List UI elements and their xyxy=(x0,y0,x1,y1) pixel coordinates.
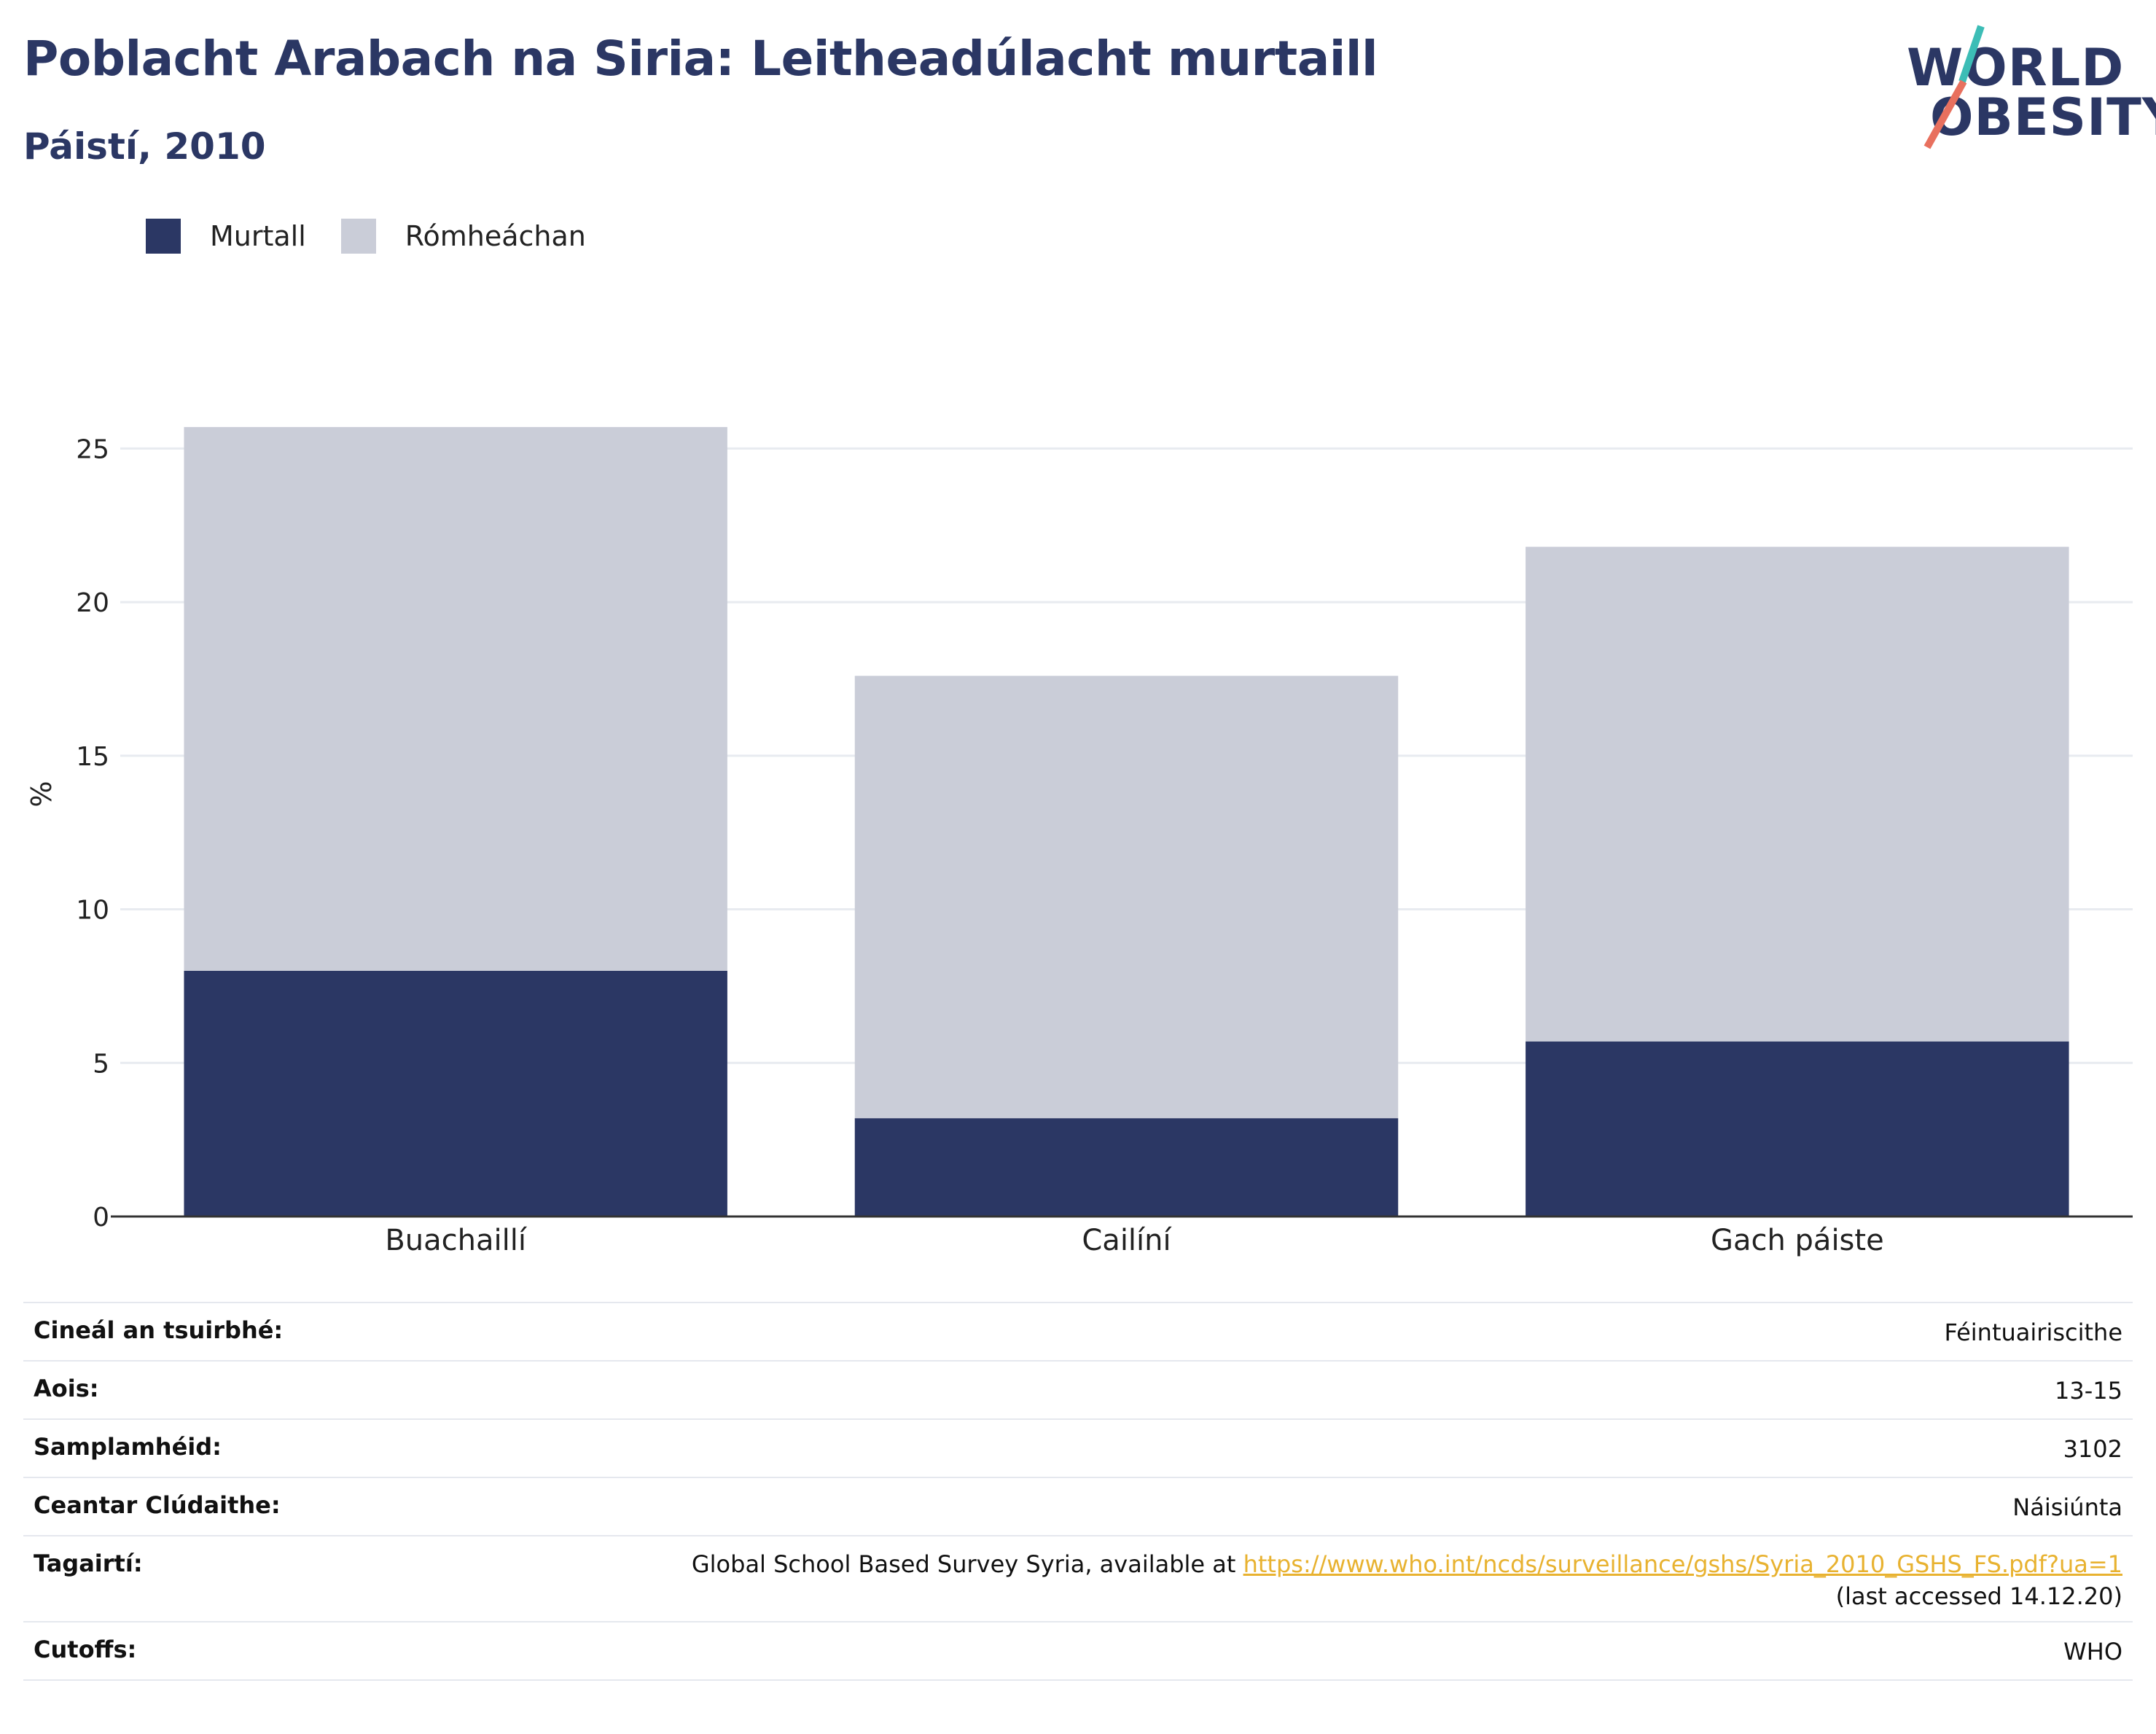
bar-overweight-0 xyxy=(184,426,727,971)
info-row-value: Féintuairiscithe xyxy=(1944,1319,2122,1346)
info-row: Cineál an tsuirbhé: Féintuairiscithe xyxy=(23,1303,2133,1362)
info-row-value: 13-15 xyxy=(2055,1377,2122,1405)
info-row-value: WHO xyxy=(2063,1638,2122,1665)
legend-swatch-obese xyxy=(146,219,181,254)
info-row-label: Cineál an tsuirbhé: xyxy=(34,1316,284,1344)
reference-link[interactable]: https://www.who.int/ncds/surveillance/gs… xyxy=(1243,1550,2122,1578)
y-tick-label: 25 xyxy=(76,434,109,464)
survey-info-table: Cineál an tsuirbhé: Féintuairiscithe Aois:… xyxy=(23,1302,2133,1681)
info-row-value: Náisiúnta xyxy=(2012,1493,2122,1521)
logo-slash-icon xyxy=(1923,25,1985,149)
info-row: Cutoffs: WHO xyxy=(23,1622,2133,1681)
y-tick-label: 0 xyxy=(93,1203,109,1233)
info-row-label: Tagairtí: xyxy=(34,1550,143,1577)
legend-item-obese[interactable]: Murtall xyxy=(146,219,306,254)
bar-overweight-1 xyxy=(854,676,1399,1119)
info-row: Aois: 13-15 xyxy=(23,1362,2133,1420)
y-axis-label: % xyxy=(26,781,58,807)
info-row: Samplamhéid: 3102 xyxy=(23,1420,2133,1478)
info-row-label: Cutoffs: xyxy=(34,1636,137,1663)
world-obesity-logo: WORLD OBESITY xyxy=(1895,20,2156,152)
bar-obese-0 xyxy=(184,970,727,1216)
x-tick-label: Buachaillí xyxy=(385,1224,528,1257)
chart-title: Poblacht Arabach na Siria: Leitheadúlach… xyxy=(23,31,1378,87)
logo-line-2: OBESITY xyxy=(1930,87,2156,147)
x-tick-label: Gach páiste xyxy=(1711,1224,1884,1257)
y-tick-label: 5 xyxy=(93,1049,109,1079)
info-row-value: Global School Based Survey Syria, availa… xyxy=(636,1548,2122,1612)
info-row-label: Ceantar Clúdaithe: xyxy=(34,1491,281,1519)
stacked-bar-chart: 0 5 10 15 20 25% Buachaillí Cailíní Gach páiste xyxy=(26,426,2133,1257)
info-row-label: Aois: xyxy=(34,1375,99,1402)
legend-item-overweight[interactable]: Rómheáchan xyxy=(340,219,586,254)
info-row: Tagairtí: Global School Based Survey Syri… xyxy=(23,1536,2133,1622)
reference-prefix: Global School Based Survey Syria, availa… xyxy=(691,1550,1243,1578)
y-tick-label: 15 xyxy=(76,742,109,772)
bar-overweight-2 xyxy=(1526,547,2069,1042)
y-tick-label: 20 xyxy=(76,588,109,618)
reference-suffix: (last accessed 14.12.20) xyxy=(1835,1582,2122,1610)
logo-line-1: WORLD xyxy=(1907,38,2125,98)
y-tick-label: 10 xyxy=(76,896,109,926)
bar-obese-1 xyxy=(854,1118,1399,1216)
info-row-value: 3102 xyxy=(2063,1435,2122,1463)
info-row-label: Samplamhéid: xyxy=(34,1433,222,1461)
chart-legend: Murtall Rómheáchan xyxy=(146,217,621,255)
chart-subtitle: Páistí, 2010 xyxy=(23,125,266,168)
x-tick-label: Cailíní xyxy=(1082,1224,1172,1257)
legend-swatch-overweight xyxy=(340,219,376,254)
info-row: Ceantar Clúdaithe: Náisiúnta xyxy=(23,1478,2133,1536)
bar-obese-2 xyxy=(1526,1041,2069,1216)
legend-label-overweight: Rómheáchan xyxy=(405,220,586,252)
legend-label-obese: Murtall xyxy=(210,220,306,252)
